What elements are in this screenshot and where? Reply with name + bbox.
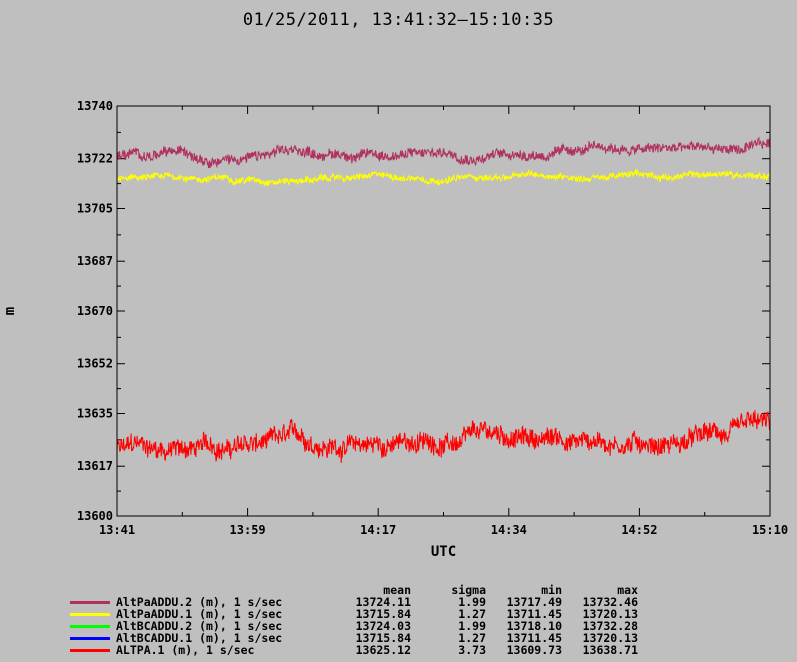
legend-max: 13720.13 [582, 607, 638, 621]
x-tick-label: 14:52 [621, 523, 657, 537]
legend-swatch [70, 600, 110, 604]
y-tick-label: 13740 [77, 99, 113, 113]
y-tick-label: 13687 [77, 254, 113, 268]
legend-swatch [70, 612, 110, 616]
legend-series-name: AltBCADDU.2 (m), 1 s/sec [116, 619, 283, 633]
legend-min: 13718.10 [506, 619, 562, 633]
legend-max: 13732.46 [582, 595, 638, 609]
chart-plot: 13600 13617 13635 13652 13670 13687 13705 13722… [2, 99, 788, 560]
y-tick-label: 13670 [77, 304, 113, 318]
y-tick-label: 13617 [77, 459, 113, 473]
legend-row: AltPaADDU.2 (m), 1 s/sec 13724.11 1.99 1… [70, 596, 638, 608]
legend-max: 13732.28 [582, 619, 638, 633]
y-axis-title: m [2, 307, 18, 315]
x-tick-label: 13:41 [99, 523, 135, 537]
legend-series-name: AltPaADDU.1 (m), 1 s/sec [116, 607, 283, 621]
legend-sigma: 3.73 [458, 643, 486, 657]
series-line-4 [116, 410, 771, 464]
legend-series-name: AltPaADDU.2 (m), 1 s/sec [116, 595, 283, 609]
legend-min: 13609.73 [506, 643, 562, 657]
legend-max: 13638.71 [582, 643, 638, 657]
legend-max: 13720.13 [582, 631, 638, 645]
legend-row: ALTPA.1 (m), 1 s/sec 13625.12 3.73 13609… [70, 644, 638, 656]
legend-mean: 13625.12 [355, 643, 411, 657]
x-tick-label: 14:34 [491, 523, 527, 537]
legend-mean: 13715.84 [355, 631, 411, 645]
legend-series-name: AltBCADDU.1 (m), 1 s/sec [116, 631, 283, 645]
legend-stats: mean sigma min max AltPaADDU.2 (m), 1 s/… [70, 584, 638, 656]
x-tick-label: 14:17 [360, 523, 396, 537]
stats-header-max: max [617, 583, 638, 597]
legend-mean: 13715.84 [355, 607, 411, 621]
stats-header-mean: mean [383, 583, 411, 597]
x-tick-label: 13:59 [230, 523, 266, 537]
legend-swatch [70, 624, 110, 628]
legend-series-name: ALTPA.1 (m), 1 s/sec [116, 643, 255, 657]
legend-mean: 13724.03 [355, 619, 411, 633]
y-tick-label: 13705 [77, 202, 113, 216]
stats-header-sigma: sigma [451, 583, 486, 597]
legend-sigma: 1.27 [458, 631, 486, 645]
stats-header-min: min [541, 583, 562, 597]
plot-area [116, 105, 771, 517]
legend-row: AltPaADDU.1 (m), 1 s/sec 13715.84 1.27 1… [70, 608, 638, 620]
legend-swatch [70, 636, 110, 640]
legend-min: 13711.45 [506, 631, 562, 645]
legend-swatch [70, 648, 110, 652]
legend-row: AltBCADDU.2 (m), 1 s/sec 13724.03 1.99 1… [70, 620, 638, 632]
legend-sigma: 1.27 [458, 607, 486, 621]
x-tick-label: 15:10 [752, 523, 788, 537]
series-line-0 [116, 136, 771, 169]
legend-mean: 13724.11 [355, 595, 411, 609]
y-tick-label: 13652 [77, 357, 113, 371]
chart-title: 01/25/2011, 13:41:32–15:10:35 [242, 10, 555, 30]
x-axis-title: UTC [431, 544, 456, 560]
y-tick-label: 13600 [77, 509, 113, 523]
stats-header-row: mean sigma min max [70, 584, 638, 596]
legend-min: 13711.45 [506, 607, 562, 621]
legend-row: AltBCADDU.1 (m), 1 s/sec 13715.84 1.27 1… [70, 632, 638, 644]
y-tick-label: 13635 [77, 407, 113, 421]
legend-min: 13717.49 [506, 595, 562, 609]
legend-sigma: 1.99 [458, 595, 486, 609]
legend-sigma: 1.99 [458, 619, 486, 633]
series-line-1 [116, 168, 771, 187]
y-tick-label: 13722 [77, 152, 113, 166]
